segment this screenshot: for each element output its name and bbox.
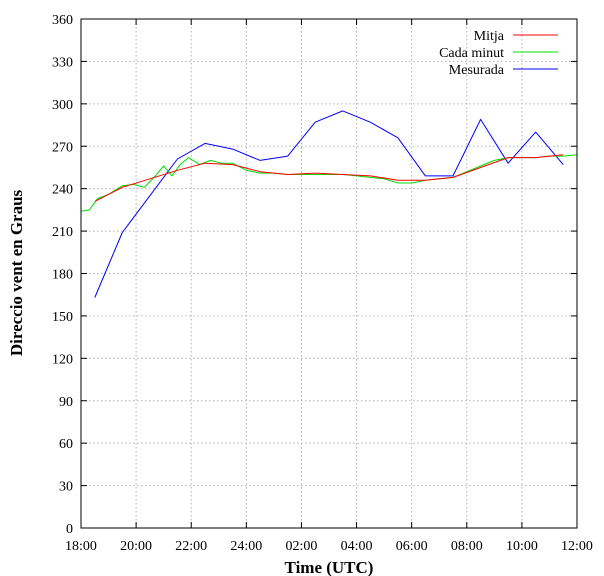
series-line-mesurada [94, 110, 564, 298]
y-tick-label: 0 [66, 522, 73, 537]
y-tick-label: 240 [52, 183, 73, 198]
y-tick-label: 120 [52, 352, 73, 367]
x-tick-label: 04:00 [341, 539, 373, 554]
y-tick-label: 30 [59, 480, 73, 495]
x-tick-label: 22:00 [175, 539, 207, 554]
y-tick-label: 90 [59, 395, 73, 410]
x-tick-label: 08:00 [451, 539, 483, 554]
x-tick-label: 10:00 [506, 539, 538, 554]
y-tick-label: 300 [52, 98, 73, 113]
legend: Mitja Cada minut Mesurada [439, 29, 558, 78]
y-tick-label: 330 [52, 55, 73, 70]
x-axis-title: Time (UTC) [285, 558, 374, 576]
y-tick-label: 210 [52, 225, 73, 240]
grid-lines [81, 19, 577, 528]
y-tick-label: 360 [52, 13, 73, 28]
y-tick-label: 270 [52, 140, 73, 155]
y-axis-title: Direccio vent en Graus [7, 189, 26, 356]
series-lines [80, 110, 578, 298]
x-tick-label: 18:00 [65, 539, 97, 554]
series-line-mitja [94, 154, 564, 202]
plot-frame [80, 18, 578, 529]
x-tick-label: 06:00 [396, 539, 428, 554]
x-tick-label: 20:00 [120, 539, 152, 554]
axis-ticks: 0 30 60 90 120 150 180 210 240 270 300 330 360 18:00 2… [52, 13, 593, 554]
series-line-cada-minut [80, 154, 578, 212]
x-tick-label: 24:00 [230, 539, 262, 554]
legend-label: Cada minut [439, 46, 504, 61]
legend-label: Mesurada [449, 63, 505, 78]
x-tick-label: 12:00 [561, 539, 593, 554]
legend-label: Mitja [474, 29, 505, 44]
x-tick-label: 02:00 [285, 539, 317, 554]
y-tick-label: 180 [52, 268, 73, 283]
y-tick-label: 150 [52, 310, 73, 325]
y-tick-label: 60 [59, 437, 73, 452]
